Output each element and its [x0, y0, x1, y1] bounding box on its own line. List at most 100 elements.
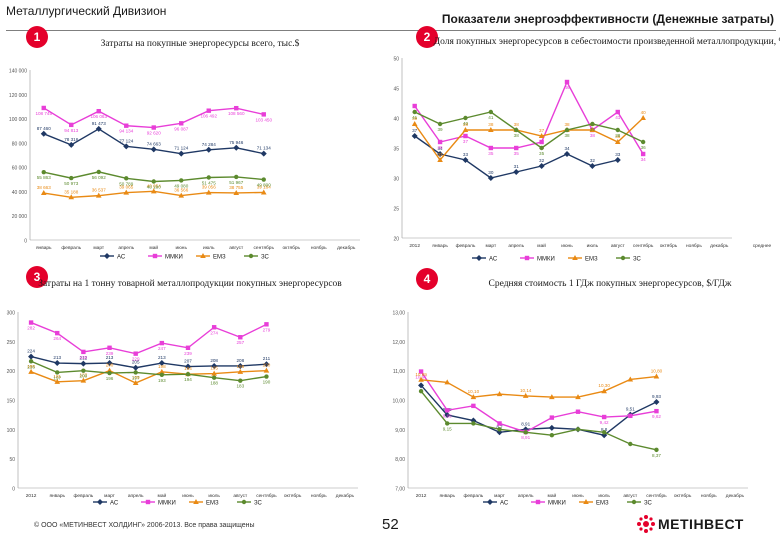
series-line-ac — [420, 384, 657, 436]
badge-4: 4 — [416, 268, 438, 290]
x-tick-label: январь — [49, 494, 65, 499]
data-point-ac — [653, 399, 660, 406]
data-point-zs — [514, 127, 519, 133]
legend-label-mmki: ММКИ — [158, 501, 176, 507]
data-point-emz — [538, 133, 545, 138]
chart-total-energy-costs: Затраты на покупные энергоресурсы всего,… — [9, 38, 360, 261]
x-tick-label: апрель — [518, 494, 534, 499]
legend-marker-emz — [572, 255, 578, 260]
y-tick-label: 120 000 — [9, 93, 27, 99]
data-point-ac — [487, 175, 494, 181]
data-label-emz: 40 054 — [147, 183, 161, 188]
series-line-emz — [421, 375, 657, 398]
data-label-mmki: 108 560 — [228, 111, 245, 116]
x-tick-label: октябрь — [282, 245, 300, 251]
badge-1: 1 — [26, 26, 48, 48]
data-point-mmki — [640, 151, 646, 157]
data-label-emz: 179 — [132, 375, 140, 380]
data-label-mmki: 239 — [106, 351, 114, 356]
data-point-emz — [233, 189, 240, 195]
data-point-mmki — [41, 105, 46, 111]
data-label-emz: 38 — [488, 122, 494, 127]
data-point-zs — [81, 368, 86, 373]
data-point-emz — [640, 115, 646, 120]
data-point-zs — [124, 176, 129, 181]
data-point-emz — [263, 367, 270, 373]
legend-label-mmki: ММКИ — [548, 501, 566, 507]
data-label-zs: 9,15 — [443, 426, 452, 431]
legend-label-ac: АС — [117, 255, 126, 261]
y-tick-label: 8,00 — [395, 457, 405, 463]
x-tick-label: август — [233, 494, 248, 499]
data-point-mmki — [211, 325, 217, 330]
y-tick-label: 20 000 — [12, 214, 28, 220]
y-tick-label: 150 — [7, 399, 16, 405]
legend-label-emz: ЕМЗ — [213, 255, 226, 261]
data-label-mmki: 8,91 — [521, 435, 530, 440]
data-label-zs: 188 — [210, 381, 218, 386]
data-label-emz: 39 — [412, 116, 418, 121]
x-tick-label: 2012 — [409, 243, 420, 249]
data-label-mmki: 257 — [236, 340, 244, 345]
x-tick-label: июль — [208, 494, 220, 499]
data-point-mmki — [55, 330, 60, 336]
series-line-emz — [414, 117, 644, 162]
data-point-mmki — [615, 109, 620, 115]
data-label-zs: 50 973 — [64, 181, 78, 186]
series-line-zs — [420, 390, 657, 451]
series-line-zs — [30, 360, 267, 382]
data-label-mmki: 46 — [564, 85, 570, 90]
y-tick-label: 35 — [393, 147, 399, 153]
data-label-emz: 37 — [539, 128, 545, 133]
x-tick-label: январь — [432, 244, 448, 249]
data-label-ac: 74 284 — [202, 142, 216, 147]
data-point-emz — [575, 394, 581, 400]
x-tick-label: апрель — [118, 246, 134, 251]
x-tick-label: февраль — [456, 243, 476, 249]
data-label-ac: 205 — [132, 360, 140, 365]
legend-label-ac: АС — [110, 501, 119, 507]
y-tick-label: 80 000 — [12, 141, 28, 147]
data-point-ac — [513, 169, 520, 175]
data-point-emz — [444, 379, 451, 385]
data-label-emz: 10,69 — [415, 372, 427, 377]
y-tick-label: 11,00 — [393, 369, 405, 375]
data-label-emz: 195 — [210, 366, 218, 371]
x-tick-label: март — [494, 494, 506, 499]
data-point-mmki — [463, 133, 468, 139]
data-point-zs — [179, 178, 184, 183]
data-label-ac: 9,51 — [626, 407, 635, 412]
data-point-mmki — [514, 145, 519, 151]
legend-marker-zs — [620, 255, 626, 261]
data-point-zs — [471, 421, 476, 426]
legend-label-mmki: ММКИ — [537, 257, 555, 263]
data-label-mmki: 264 — [53, 336, 61, 341]
data-point-emz — [411, 121, 418, 126]
data-label-emz: 198 — [236, 364, 244, 369]
data-point-mmki — [159, 340, 165, 346]
y-tick-label: 100 000 — [9, 117, 27, 123]
data-point-ac — [205, 146, 212, 153]
data-point-zs — [445, 421, 450, 426]
data-point-zs — [211, 375, 217, 380]
data-point-zs — [523, 430, 528, 435]
data-point-emz — [68, 194, 75, 200]
data-point-zs — [28, 359, 34, 364]
data-label-mmki: 96 087 — [174, 126, 188, 131]
data-point-emz — [150, 188, 157, 194]
data-label-mmki: 38 — [590, 133, 596, 138]
data-point-zs — [628, 441, 633, 447]
data-label-emz: 38 755 — [229, 185, 243, 190]
data-label-emz: 183 — [80, 373, 88, 378]
x-tick-label: ноябрь — [701, 493, 717, 499]
data-point-ac — [263, 361, 270, 368]
data-label-emz: 36 537 — [92, 188, 106, 193]
data-label-emz: 39 164 — [257, 184, 271, 189]
legend-marker-emz — [583, 499, 589, 504]
data-point-emz — [95, 192, 102, 198]
data-label-ac: 87 460 — [37, 126, 51, 131]
x-tick-label: ноябрь — [686, 243, 702, 249]
data-label-zs: 41 — [488, 115, 494, 120]
y-tick-label: 7,00 — [395, 487, 405, 493]
y-tick-label: 0 — [24, 239, 27, 245]
